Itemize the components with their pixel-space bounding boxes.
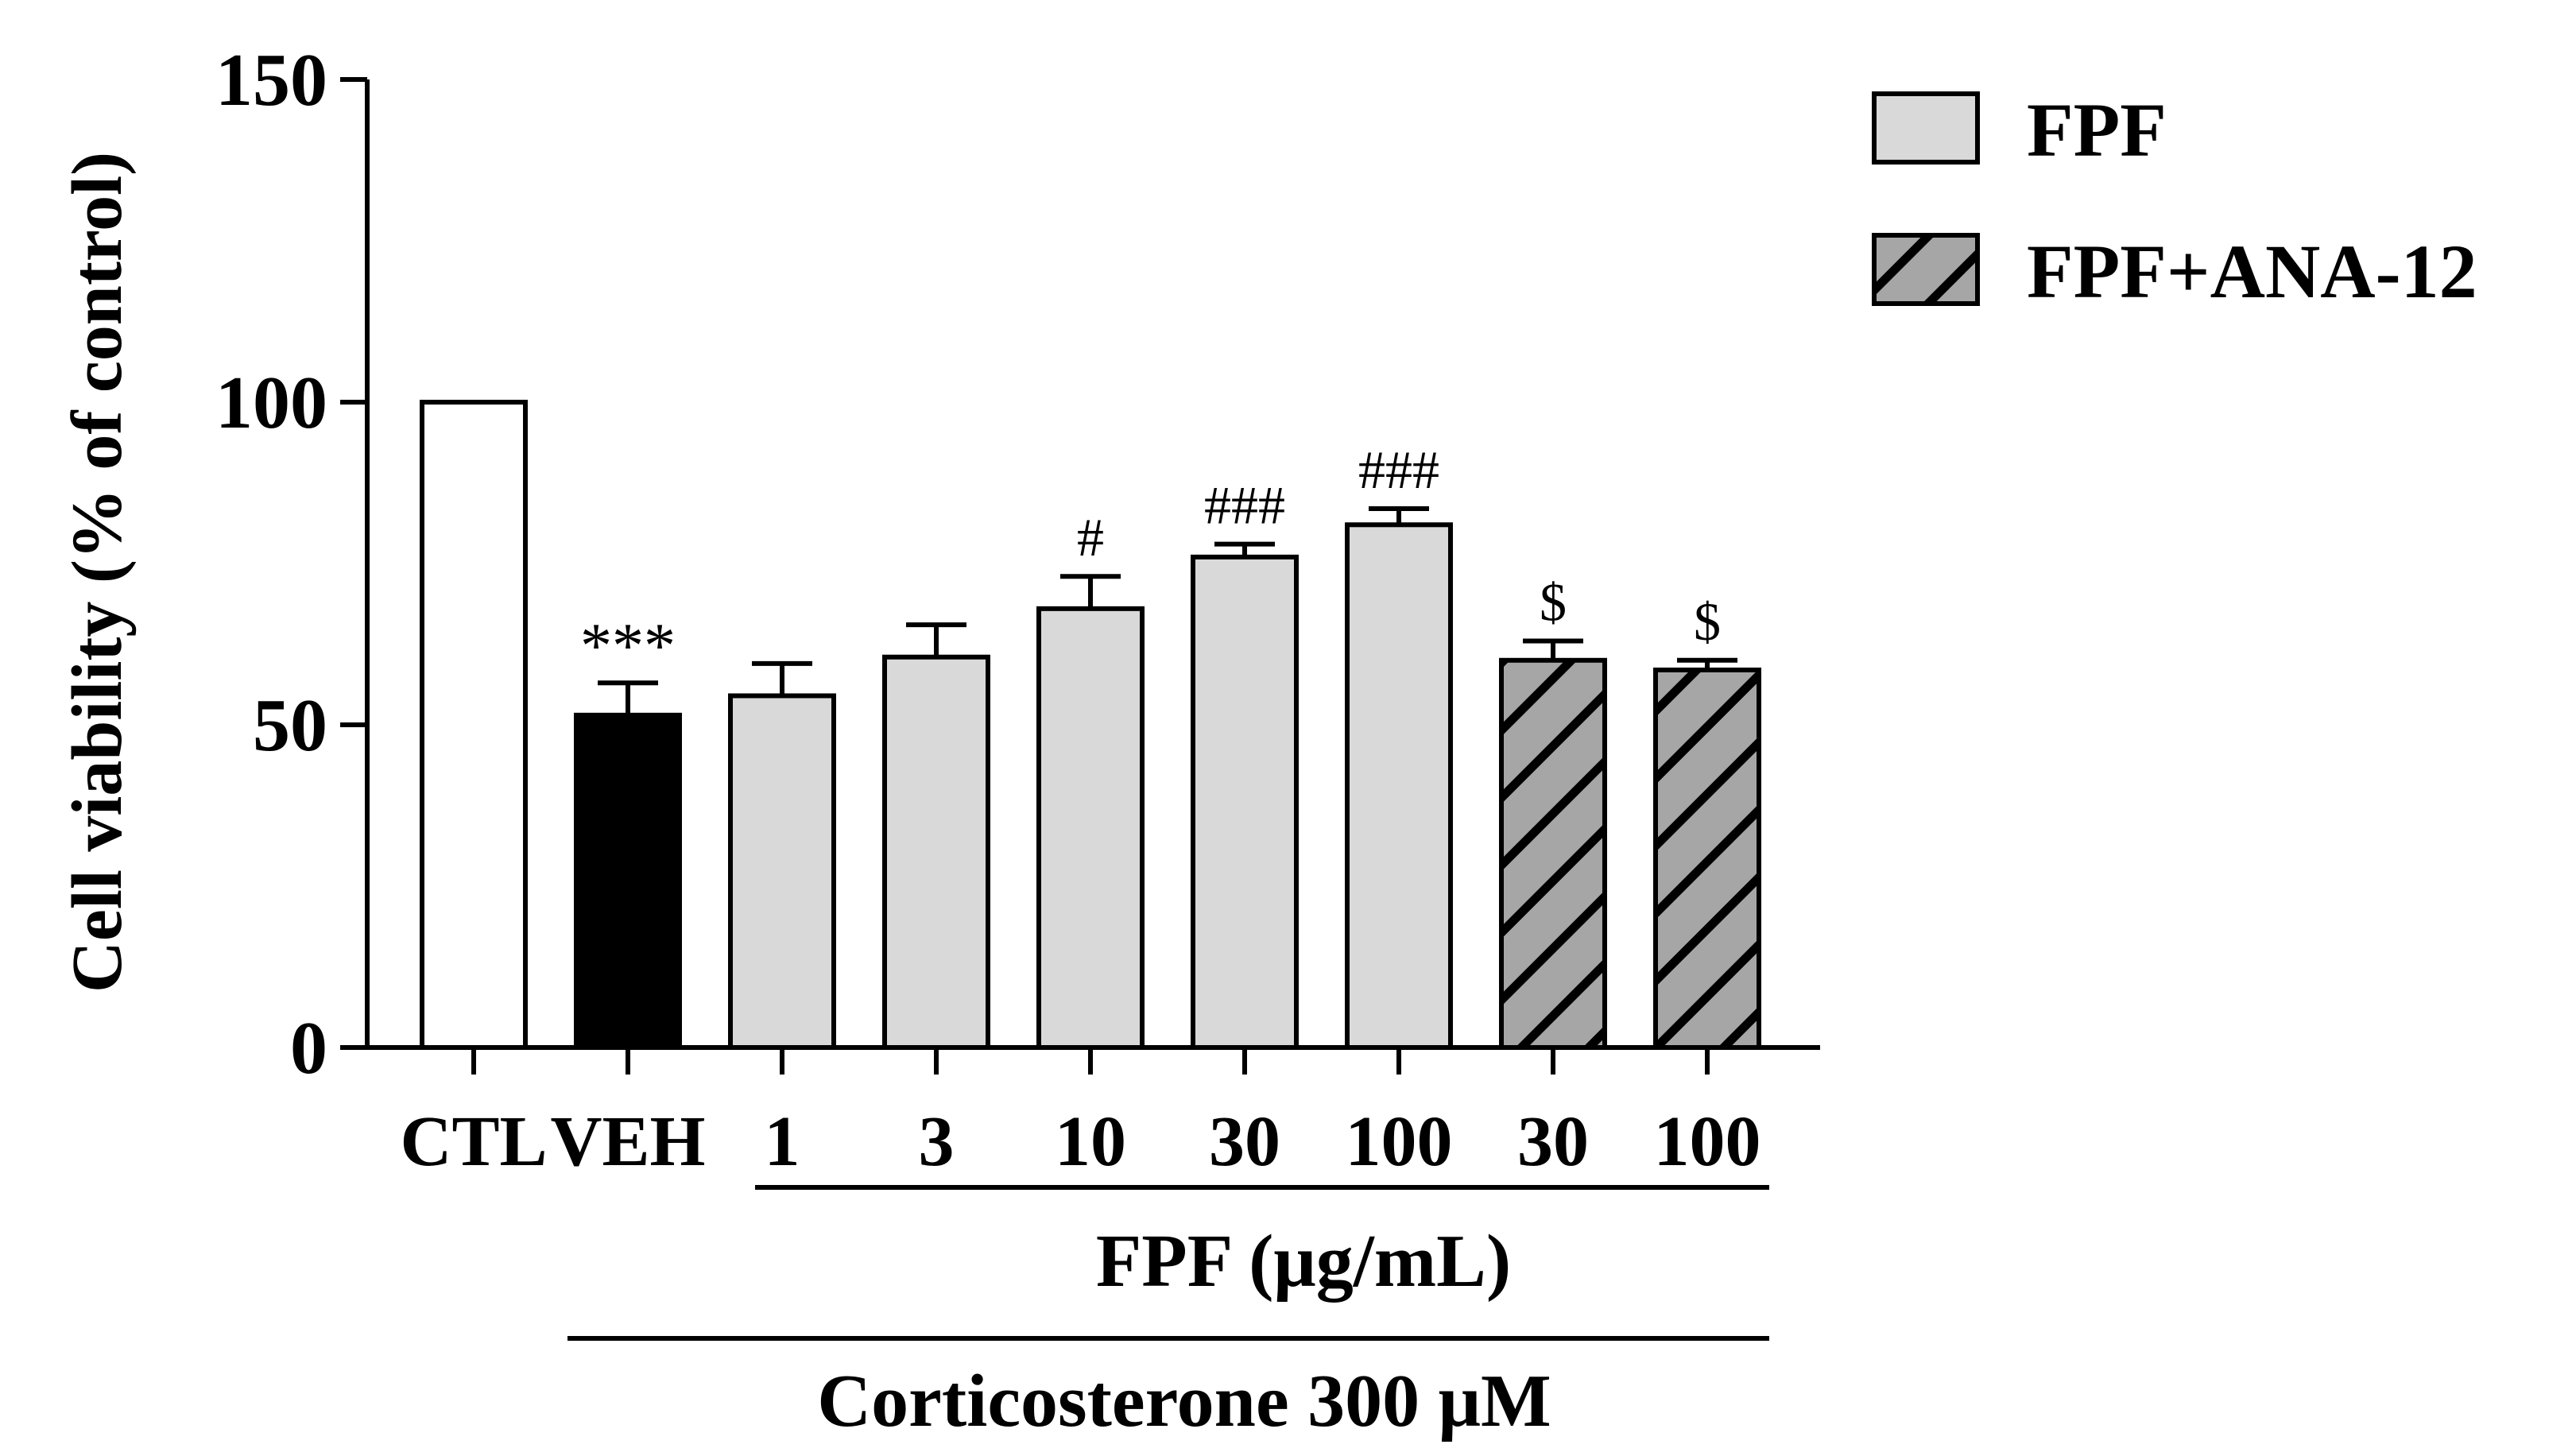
bar-9 [1653,667,1761,1050]
y-tick-label: 150 [215,39,327,122]
legend-swatch-fpf [1872,91,1980,165]
corticosterone-group-label: Corticosterone 300 μM [817,1360,1551,1442]
x-tick-label-5: 10 [1055,1102,1126,1181]
x-tick-label-1: CTL [400,1102,547,1181]
legend-entry-fpf: FPF [1872,87,2167,172]
x-tick-label-9: 100 [1654,1102,1761,1181]
x-tick-label-3: 1 [765,1102,800,1181]
y-tick-label: 0 [290,1007,327,1090]
legend-swatch-fpf-ana12 [1872,233,1980,306]
x-tick-label-8: 30 [1517,1102,1589,1181]
y-axis-title: Cell viability (% of control) [58,152,137,993]
x-tick-labels: CTL VEH 1 3 10 30 100 30 100 [400,1102,1761,1181]
error-bars [598,505,1737,715]
y-ticks: 0 50 100 150 [215,39,367,1090]
group-brackets: FPF (μg/mL) Corticosterone 300 μM [567,1185,1769,1442]
annotation-7: ### [1358,440,1439,500]
bar-3 [728,693,836,1051]
fpf-group-label: FPF (μg/mL) [1096,1220,1511,1303]
annotation-9: $ [1694,591,1721,652]
annotation-2: *** [580,611,676,681]
bars [420,400,1761,1051]
bar-1 [420,400,528,1050]
x-tick-label-6: 30 [1209,1102,1280,1181]
bar-7 [1345,522,1453,1050]
bar-2 [574,712,682,1050]
annotation-6: ### [1204,475,1285,536]
annotation-5: # [1077,507,1104,567]
x-tick-label-7: 100 [1346,1102,1453,1181]
significance-annotations: ***#######$ $ [580,440,1721,681]
legend-label-fpf: FPF [2027,87,2167,172]
bar-8 [1499,657,1607,1050]
legend-entry-fpf-ana12: FPF+ANA-12 [1872,229,2477,314]
bar-4 [882,654,990,1050]
x-tick-label-4: 3 [919,1102,955,1181]
y-tick-label: 100 [215,362,327,444]
bar-6 [1191,554,1299,1050]
annotation-8: $ [1540,571,1567,632]
x-tick-label-2: VEH [550,1102,705,1181]
y-axis-label: Cell viability (% of control) [58,152,137,993]
y-tick-label: 50 [253,684,327,767]
legend: FPF FPF+ANA-12 [1872,87,2477,314]
bar-5 [1036,606,1145,1050]
legend-label-fpf-ana12: FPF+ANA-12 [2027,229,2477,314]
